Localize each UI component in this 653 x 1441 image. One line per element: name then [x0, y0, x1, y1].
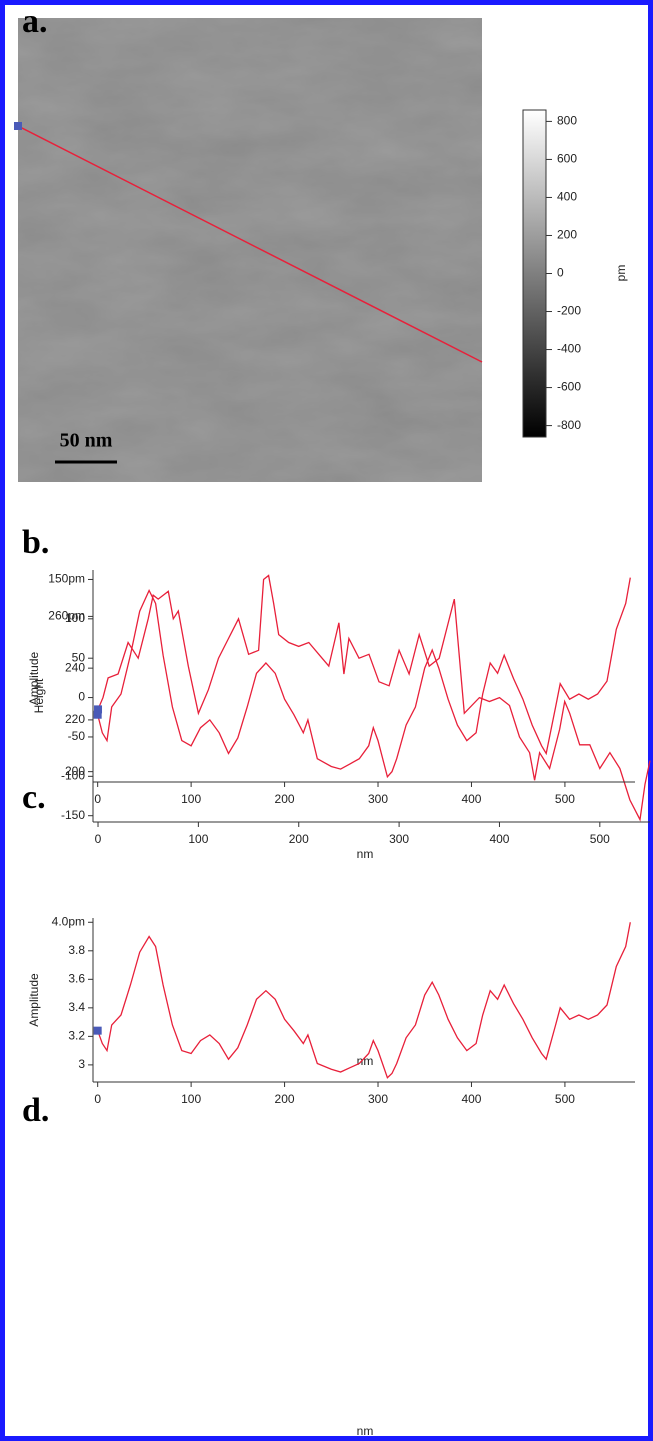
x-axis-label: nm [357, 847, 374, 861]
colorbar-tick-label: -400 [557, 342, 581, 356]
panel-label: d. [22, 1092, 49, 1129]
x-tick-label: 500 [555, 1092, 575, 1106]
profile-curve [97, 922, 631, 1079]
x-tick-label: 0 [94, 1092, 101, 1106]
y-tick-label: 3.8 [68, 943, 85, 957]
cursor-marker [93, 1026, 102, 1035]
profile-line [17, 125, 483, 363]
afm-texture [18, 18, 482, 482]
colorbar-label: pm [614, 265, 628, 282]
panel-label: c. [22, 779, 46, 816]
x-tick-label: 0 [94, 792, 101, 806]
x-tick-label: 200 [289, 832, 309, 846]
colorbar-tick-label: -600 [557, 380, 581, 394]
x-tick-label: 400 [489, 832, 509, 846]
x-tick-label: 500 [555, 792, 575, 806]
x-axis-label: nm [357, 1054, 374, 1068]
y-tick-label: -150 [61, 808, 85, 822]
colorbar-tick-label: 0 [557, 266, 564, 280]
y-axis-label: Amplitude [27, 973, 41, 1027]
y-tick-label: -50 [68, 729, 86, 743]
x-tick-label: 100 [181, 792, 201, 806]
x-tick-label: 300 [389, 832, 409, 846]
colorbar-tick-label: 600 [557, 152, 577, 166]
y-tick-label: 240 [65, 660, 85, 674]
y-tick-label: 220 [65, 712, 85, 726]
y-axis-label: Height [32, 678, 46, 713]
y-tick-label: 0 [78, 690, 85, 704]
panel-label: b. [22, 524, 49, 561]
profile-curve [97, 574, 651, 822]
x-tick-label: 400 [461, 792, 481, 806]
cursor-marker [93, 710, 102, 719]
y-tick-label: 100 [65, 611, 85, 625]
colorbar-tick-label: -800 [557, 418, 581, 432]
profile-curve [97, 577, 631, 779]
colorbar-tick-label: -200 [557, 304, 581, 318]
x-axis-label: nm [357, 1424, 374, 1438]
y-tick-label: 3.2 [68, 1029, 85, 1043]
y-tick-label: -100 [61, 768, 85, 782]
x-tick-label: 400 [461, 1092, 481, 1106]
y-tick-label: 3 [78, 1057, 85, 1071]
y-tick-label: 4.0pm [52, 914, 85, 928]
colorbar-tick-label: 800 [557, 114, 577, 128]
panel-label: a. [22, 3, 48, 40]
x-tick-label: 100 [181, 1092, 201, 1106]
y-tick-label: 50 [72, 650, 86, 664]
x-tick-label: 200 [275, 792, 295, 806]
scale-bar-label: 50 nm [60, 430, 113, 452]
x-tick-label: 200 [275, 1092, 295, 1106]
profile-start [14, 122, 22, 130]
y-axis-label: Amplitude [27, 652, 41, 706]
colorbar [522, 109, 547, 438]
y-tick-label: 3.4 [68, 1000, 85, 1014]
x-tick-label: 0 [95, 832, 102, 846]
x-tick-label: 100 [188, 832, 208, 846]
y-tick-label: 3.6 [68, 971, 85, 985]
cursor-marker [94, 705, 103, 714]
y-tick-label: 260pm [48, 609, 85, 623]
y-tick-label: 200 [65, 764, 85, 778]
y-tick-label: 150pm [48, 572, 85, 586]
colorbar-tick-label: 200 [557, 228, 577, 242]
x-tick-label: 300 [368, 1092, 388, 1106]
x-tick-label: 500 [590, 832, 610, 846]
x-tick-label: 300 [368, 792, 388, 806]
colorbar-tick-label: 400 [557, 190, 577, 204]
